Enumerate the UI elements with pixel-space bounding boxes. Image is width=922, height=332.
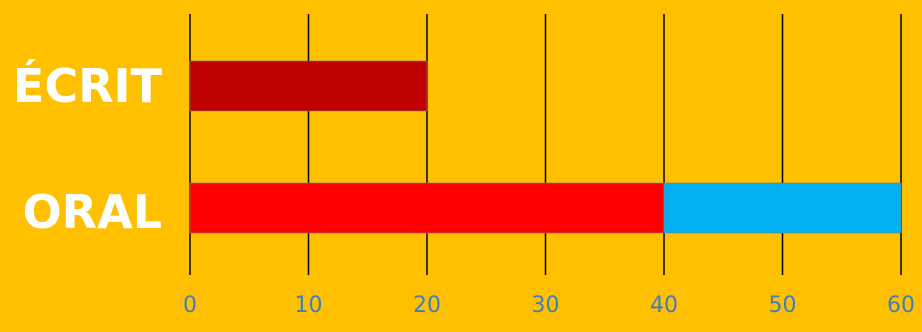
bar-category-0-segment-0 xyxy=(189,60,428,112)
gridlines xyxy=(189,14,902,275)
x-tick-label-30: 30 xyxy=(532,293,560,318)
x-tick-label-10: 10 xyxy=(295,293,323,318)
bar-category-1-segment-2 xyxy=(663,182,902,234)
x-tick-label-0: 0 xyxy=(183,293,197,318)
category-label-ecrit: ÉCRIT xyxy=(13,59,163,113)
x-tick-label-50: 50 xyxy=(769,293,797,318)
x-tick-label-40: 40 xyxy=(650,293,678,318)
bars xyxy=(189,60,902,234)
bar-category-1-segment-1 xyxy=(189,182,665,234)
category-labels: ÉCRIT ORAL xyxy=(13,59,163,239)
x-tick-label-60: 60 xyxy=(887,293,915,318)
x-tick-label-20: 20 xyxy=(413,293,441,318)
x-axis-tick-labels: 0 10 20 30 40 50 60 xyxy=(183,293,915,318)
category-label-oral: ORAL xyxy=(23,185,162,239)
